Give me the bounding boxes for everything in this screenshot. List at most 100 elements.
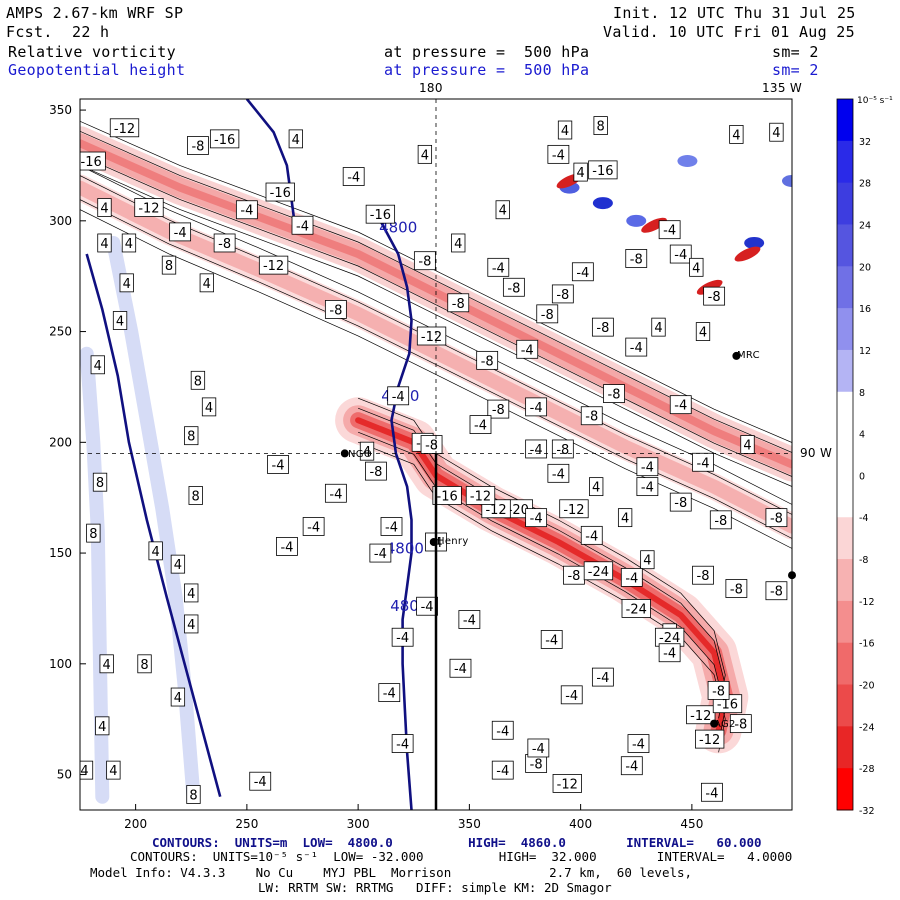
contour-label-box (170, 687, 186, 707)
contour-label-value: -16 (81, 155, 102, 170)
contour-label-box (99, 654, 114, 674)
contour-label-box (765, 581, 788, 601)
contour-label-value: -8 (191, 140, 204, 155)
contour-label-box (258, 255, 289, 275)
contour-label-value: -12 (557, 777, 578, 792)
contour-label-box (199, 273, 214, 293)
contour-label-box (658, 643, 681, 663)
positive-vorticity-stripe (106, 236, 201, 804)
contour-label-value: -12 (563, 503, 584, 518)
contour-label-value: 4 (576, 166, 584, 181)
contour-label-value: 4 (103, 658, 111, 673)
contour-label-value: -24 (659, 631, 680, 646)
y-tick-label: 350 (49, 103, 72, 117)
contour-label-value: 8 (140, 658, 148, 673)
y-tick-label: 300 (49, 214, 72, 228)
contour-label-value: 4 (98, 720, 106, 735)
contour-label-box (689, 257, 704, 277)
contour-label-box (669, 395, 692, 415)
contour-label-value: -12 (263, 259, 284, 274)
vorticity-contour-line (80, 175, 792, 515)
contour-label-box (186, 785, 201, 804)
colorbar-tick-label: -24 (859, 722, 875, 733)
contour-label-box (589, 477, 604, 497)
contour-label-box (416, 596, 439, 616)
field1-smooth: sm= 2 (772, 43, 819, 61)
contour-label-value: -4 (521, 343, 534, 358)
contour-label-value: -4 (532, 742, 545, 757)
vorticity-band-1-layer-1 (80, 180, 792, 534)
contour-label-value: 4 (152, 545, 160, 560)
contour-label-value: -8 (596, 321, 609, 336)
contour-label-box (502, 277, 525, 297)
contour-label-box (625, 249, 648, 268)
colorbar-segment (837, 99, 853, 142)
contour-label-box (80, 151, 106, 171)
contour-label-box (651, 317, 666, 337)
contour-label-value: 4 (116, 314, 124, 329)
contour-label-value: -16 (592, 164, 613, 179)
positive-vorticity-blob (782, 174, 792, 187)
contour-label-box (547, 144, 570, 164)
contour-label-value: -4 (674, 399, 687, 414)
station-henry: Henry (437, 536, 469, 547)
y-tick-label: 150 (49, 546, 72, 560)
contour-label-box (106, 760, 121, 780)
contour-label-box (188, 486, 203, 505)
contour-label-box (184, 583, 199, 603)
colorbar-segment (837, 517, 853, 560)
contour-label-value: -4 (565, 689, 578, 704)
contour-label-value: -4 (705, 786, 718, 801)
colorbar-segment (837, 726, 853, 769)
field1-name: Relative vorticity (8, 43, 176, 61)
contour-label-value: 4 (772, 126, 780, 141)
model-title: AMPS 2.67-km WRF SP (6, 4, 184, 22)
contour-label-value: -24 (588, 565, 609, 580)
colorbar-tick-label: -16 (859, 639, 875, 650)
x-tick-label: 400 (569, 817, 592, 831)
contour-label-value: 4 (692, 261, 700, 276)
contour-label-value: -4 (280, 540, 293, 555)
contour-label-value: 4 (643, 554, 651, 569)
contour-label-box (391, 734, 414, 753)
contour-label-box (571, 262, 594, 282)
contour-label-value: 8 (597, 120, 605, 135)
contour-label-box (695, 322, 711, 341)
contour-label-value: -4 (385, 520, 398, 535)
contour-label-box (465, 486, 496, 505)
vorticity-contour-line (80, 164, 792, 487)
contour-label-box (560, 685, 583, 705)
contour-label-box (391, 627, 414, 647)
contour-label-value: -8 (530, 757, 543, 772)
contour-label-box (591, 667, 614, 687)
contour-label-box (525, 397, 548, 417)
contour-label-value: -4 (625, 571, 638, 586)
colorbar-segment (837, 349, 853, 393)
contour-label-box (324, 300, 347, 319)
contour-label-value: 4 (292, 133, 300, 148)
contour-label-value: -4 (492, 261, 505, 276)
contour-label-value: 4 (100, 202, 108, 217)
contour-label-box (276, 537, 298, 556)
forecast-hours: 22 h (72, 23, 110, 41)
contour-label-value: -8 (770, 512, 783, 527)
contour-label-value: -4 (347, 171, 360, 186)
contour-label-box (573, 162, 588, 182)
contour-label-value: 4 (123, 277, 131, 292)
contour-label-value: -12 (690, 709, 711, 724)
contour-label-value: 4 (94, 359, 102, 374)
colorbar-segment (837, 433, 853, 476)
contour-label-box (134, 198, 164, 217)
contour-label-value: 4 (363, 445, 371, 460)
contour-label-value: -4 (585, 529, 598, 544)
contour-label-box (161, 255, 177, 275)
vorticity-contour-line (80, 199, 792, 539)
contour-label-box (703, 286, 726, 306)
contour-label-box (302, 517, 325, 536)
contour-label-box (627, 734, 650, 753)
contour-label-value: -12 (138, 202, 159, 217)
field1-level: at pressure = 500 hPa (384, 43, 590, 61)
contour-label-box (620, 756, 643, 776)
colorbar-tick-label: 24 (859, 220, 871, 231)
contour-label-box (636, 457, 659, 477)
